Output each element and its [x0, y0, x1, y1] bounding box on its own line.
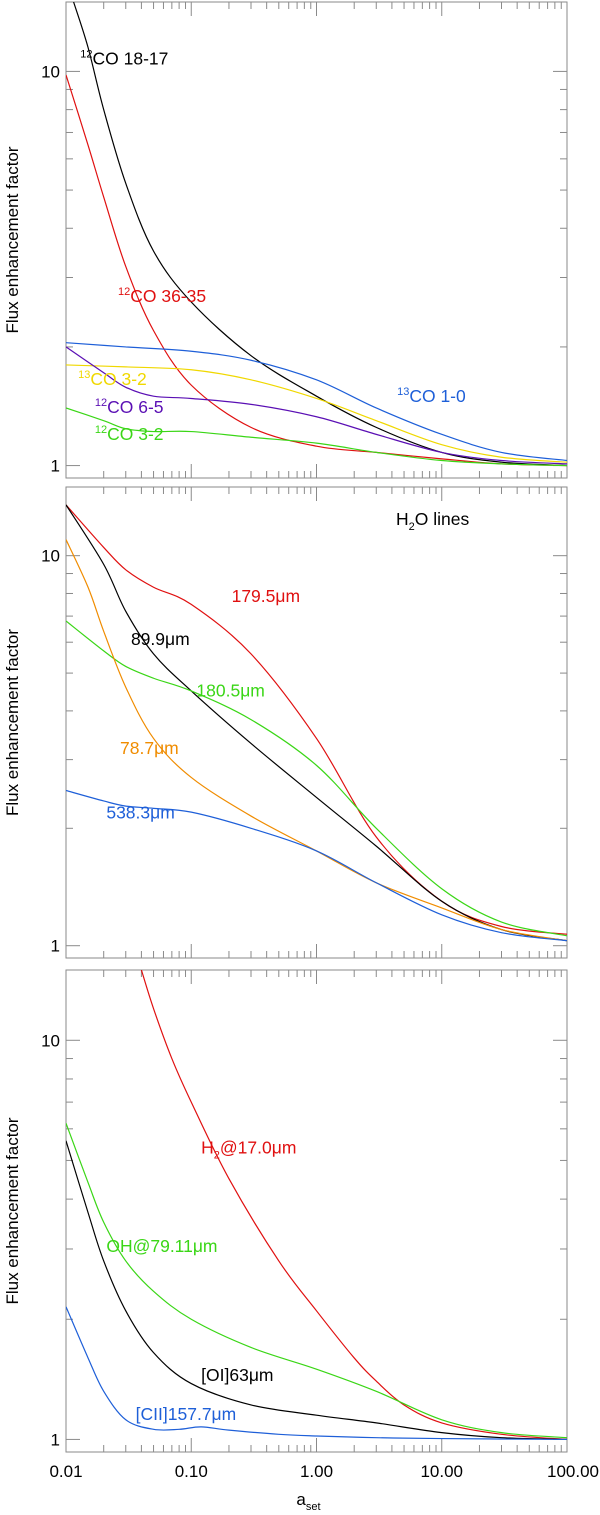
label-text: H — [201, 1138, 214, 1158]
y-tick-label: 10 — [41, 547, 60, 566]
series-label: [CII]157.7μm — [136, 1404, 237, 1424]
y-tick-label: 1 — [51, 937, 60, 956]
y-tick-label: 1 — [51, 457, 60, 476]
series-line-13co-3-2 — [66, 364, 567, 463]
series-label: 13CO 3-2 — [78, 369, 147, 389]
panel-middle: 1 10 Flux enhancement factor 179.5μm 89.9μm 1… — [3, 486, 568, 959]
x-tick-label: 0.01 — [49, 1462, 82, 1481]
series-label: 12CO 18-17 — [80, 49, 168, 69]
label-text: a — [296, 1490, 306, 1509]
label-text: OH@79.11μm — [106, 1236, 217, 1256]
y-tick-label: 1 — [51, 1430, 60, 1449]
superscript: 13 — [78, 369, 90, 381]
series-line-12co-3-2 — [66, 407, 567, 467]
label-text: O lines — [415, 509, 470, 529]
series-label: 12CO 3-2 — [95, 424, 164, 444]
label-text: [OI]63μm — [201, 1365, 273, 1385]
series-label: H2@17.0μm — [201, 1138, 296, 1162]
label-text: 179.5μm — [232, 586, 300, 606]
subscript: set — [306, 1501, 321, 1513]
label-text: 180.5μm — [196, 681, 264, 701]
x-tick-label: 100.00 — [547, 1462, 599, 1481]
superscript: 12 — [95, 424, 107, 436]
panel-annotation: H2O lines — [396, 509, 469, 533]
series-line-h2-17-0-m — [140, 970, 567, 1441]
series-line-12co-6-5 — [66, 346, 567, 465]
label-text: CO 18-17 — [93, 49, 169, 69]
label-text: 78.7μm — [120, 738, 179, 758]
series-label: 78.7μm — [120, 738, 179, 758]
series-group — [66, 2, 567, 467]
x-tick-label: 10.00 — [420, 1462, 463, 1481]
label-text: 538.3μm — [106, 802, 174, 822]
series-label: [OI]63μm — [201, 1365, 273, 1385]
series-line-78-7-m — [66, 539, 567, 942]
series-line-180-5-m — [66, 620, 567, 937]
label-text: @17.0μm — [220, 1138, 297, 1158]
label-text: CO 36-35 — [130, 286, 206, 306]
label-text: CO 6-5 — [107, 397, 163, 417]
series-label: 12CO 6-5 — [95, 397, 164, 417]
x-axis-label: aset — [296, 1490, 320, 1513]
series-label: 538.3μm — [106, 802, 174, 822]
y-axis-label: Flux enhancement factor — [3, 629, 22, 816]
series-line-12co-36-35 — [66, 74, 567, 467]
series-line-179-5-m — [66, 504, 567, 935]
superscript: 13 — [397, 386, 409, 398]
series-label: OH@79.11μm — [106, 1236, 217, 1256]
series-line-538-3-m — [66, 789, 567, 942]
series-line-oh-79-11-m — [66, 1122, 567, 1439]
x-tick-label: 0.10 — [175, 1462, 208, 1481]
y-tick-label: 10 — [41, 62, 60, 81]
plot-frame — [65, 969, 568, 1453]
subscript: 2 — [409, 521, 415, 533]
label-text: [CII]157.7μm — [136, 1404, 237, 1424]
x-tick-label: 1.00 — [300, 1462, 333, 1481]
label-text: H — [396, 509, 409, 529]
superscript: 12 — [80, 49, 92, 61]
series-label: 180.5μm — [196, 681, 264, 701]
y-axis-label: Flux enhancement factor — [3, 1117, 22, 1304]
plot-frame — [65, 486, 568, 959]
y-axis-label: Flux enhancement factor — [3, 146, 22, 333]
panel-bottom: 1 10 0.01 0.10 1.00 10.00 100.00 aset Flux enhan… — [3, 969, 599, 1513]
series-label: 13CO 1-0 — [397, 386, 466, 406]
series-label: 179.5μm — [232, 586, 300, 606]
series-label: 12CO 36-35 — [118, 286, 206, 306]
series-group — [66, 970, 567, 1441]
subscript: 2 — [214, 1150, 220, 1162]
series-label: 89.9μm — [131, 629, 190, 649]
superscript: 12 — [118, 286, 130, 298]
label-text: CO 3-2 — [90, 369, 146, 389]
y-tick-label: 10 — [41, 1031, 60, 1050]
label-text: CO 1-0 — [409, 386, 466, 406]
series-line-89-9-m — [66, 504, 567, 942]
superscript: 12 — [95, 397, 107, 409]
series-line-13co-1-0 — [66, 342, 567, 462]
label-text: 89.9μm — [131, 629, 190, 649]
series-line--oi-63-m — [66, 1140, 567, 1441]
label-text: CO 3-2 — [107, 424, 163, 444]
series-group — [66, 504, 567, 942]
series-line--cii-157-7-m — [66, 1306, 567, 1441]
